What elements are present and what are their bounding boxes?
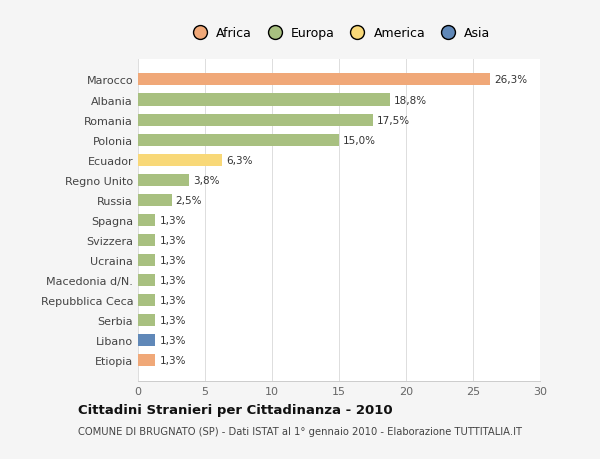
Text: 6,3%: 6,3% (226, 155, 253, 165)
Text: 17,5%: 17,5% (377, 115, 410, 125)
Bar (138, 294, 155, 306)
Text: 1,3%: 1,3% (160, 215, 186, 225)
Text: Cittadini Stranieri per Cittadinanza - 2010: Cittadini Stranieri per Cittadinanza - 2… (78, 403, 392, 416)
Text: 1,3%: 1,3% (160, 295, 186, 305)
Text: 1,3%: 1,3% (160, 275, 186, 285)
Bar (138, 114, 373, 126)
Bar (138, 74, 490, 86)
Legend: Africa, Europa, America, Asia: Africa, Europa, America, Asia (188, 28, 490, 40)
Text: 3,8%: 3,8% (193, 175, 220, 185)
Text: 15,0%: 15,0% (343, 135, 376, 146)
Text: 1,3%: 1,3% (160, 235, 186, 245)
Text: 26,3%: 26,3% (494, 75, 527, 85)
Bar (138, 354, 155, 366)
Bar (138, 214, 155, 226)
Text: 2,5%: 2,5% (176, 196, 202, 205)
Text: 1,3%: 1,3% (160, 255, 186, 265)
Bar (138, 154, 223, 166)
Text: 1,3%: 1,3% (160, 336, 186, 345)
Bar (138, 314, 155, 326)
Text: 1,3%: 1,3% (160, 315, 186, 325)
Bar (138, 334, 155, 347)
Bar (138, 194, 172, 206)
Text: 18,8%: 18,8% (394, 95, 427, 105)
Bar (138, 134, 339, 146)
Bar (138, 94, 390, 106)
Bar (138, 235, 155, 246)
Bar (138, 254, 155, 266)
Bar (138, 274, 155, 286)
Bar (138, 174, 189, 186)
Text: COMUNE DI BRUGNATO (SP) - Dati ISTAT al 1° gennaio 2010 - Elaborazione TUTTITALI: COMUNE DI BRUGNATO (SP) - Dati ISTAT al … (78, 426, 522, 436)
Text: 1,3%: 1,3% (160, 355, 186, 365)
